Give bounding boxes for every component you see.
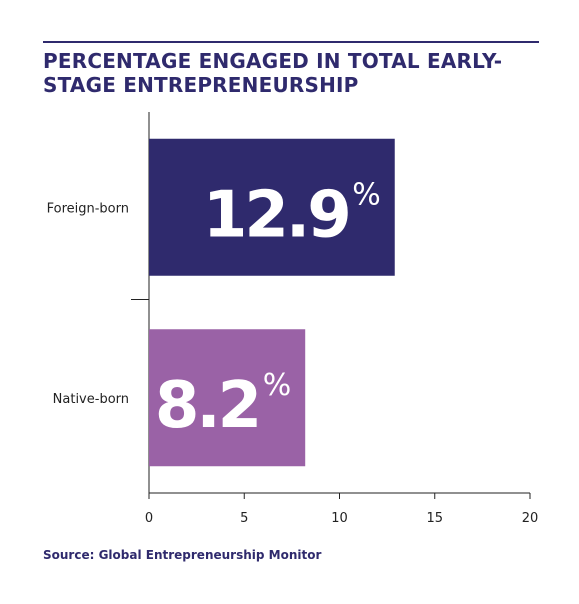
bar-foreign-born — [149, 138, 395, 276]
x-tick-label: 20 — [522, 511, 539, 526]
x-tick-label: 10 — [331, 511, 348, 526]
x-tick-label: 5 — [240, 511, 248, 526]
x-tick-label: 0 — [145, 511, 153, 526]
x-tick-label: 15 — [426, 511, 443, 526]
category-label: Foreign-born — [47, 201, 129, 216]
value-label: 12.9 — [203, 178, 349, 252]
value-label-unit: % — [263, 368, 292, 403]
chart-title: PERCENTAGE ENGAGED IN TOTAL EARLY-STAGE … — [43, 49, 503, 97]
category-label: Native-born — [53, 392, 129, 407]
source-note: Source: Global Entrepreneurship Monitor — [43, 548, 322, 562]
title-rule — [43, 41, 539, 43]
value-label: 8.2 — [155, 369, 259, 443]
bar-native-born — [149, 329, 306, 467]
value-label-unit: % — [352, 177, 381, 212]
